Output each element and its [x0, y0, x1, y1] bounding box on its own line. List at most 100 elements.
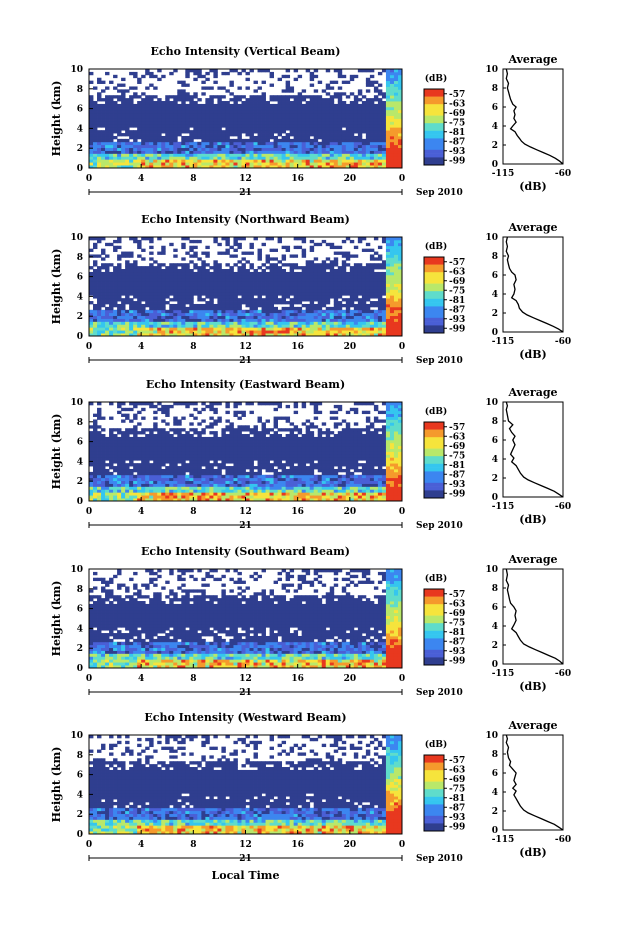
heatmap-cell [89, 103, 94, 108]
heatmap-cell [365, 242, 371, 247]
heatmap-cell [365, 101, 371, 105]
heatmap-cell [137, 133, 142, 137]
heatmap-cell [353, 271, 359, 276]
heatmap-cell [189, 118, 194, 122]
heatmap-cell [121, 118, 126, 122]
heatmap-cell [169, 324, 174, 328]
heatmap-cell [345, 327, 351, 331]
heatmap-cell [153, 156, 158, 160]
heatmap-cell [93, 431, 98, 435]
heatmap-cell [125, 138, 130, 143]
heatmap-cell [169, 492, 174, 496]
heatmap-cell [277, 147, 283, 151]
heatmap-cell [261, 127, 266, 131]
heatmap-cell [253, 289, 258, 293]
heatmap-cell [185, 457, 190, 461]
heatmap-cell [229, 280, 234, 284]
average-x-tick-label: -60 [555, 337, 571, 347]
heatmap-cell [385, 257, 391, 261]
heatmap-cell [393, 306, 399, 311]
heatmap-cell [305, 306, 311, 311]
heatmap-cell [117, 103, 122, 108]
colorbar-segment [424, 111, 444, 116]
heatmap-cell [97, 330, 102, 334]
heatmap-cell [205, 301, 210, 305]
heatmap-cell [201, 312, 206, 317]
heatmap-cell [385, 115, 391, 119]
heatmap-cell [129, 315, 134, 319]
heatmap-cell [149, 333, 154, 337]
heatmap-cell [181, 448, 186, 452]
heatmap-cell [193, 489, 198, 493]
heatmap-cell [353, 306, 359, 311]
heatmap-cell [125, 260, 130, 264]
heatmap-cell [349, 303, 355, 308]
heatmap-cell [309, 292, 315, 296]
heatmap-cell [113, 333, 118, 337]
heatmap-cell [165, 301, 170, 305]
heatmap-cell [201, 318, 206, 322]
heatmap-cell [181, 124, 186, 128]
heatmap-cell [281, 283, 287, 287]
heatmap-cell [193, 266, 198, 270]
heatmap-cell [281, 312, 287, 317]
heatmap-cell [265, 135, 270, 140]
heatmap-cell [109, 159, 114, 163]
heatmap-cell [117, 410, 122, 415]
heatmap-cell [141, 283, 146, 287]
heatmap-cell [261, 274, 266, 279]
heatmap-cell [317, 298, 323, 302]
heatmap-cell [153, 101, 158, 105]
heatmap-cell [97, 165, 102, 169]
heatmap-cell [193, 150, 198, 154]
heatmap-cell [337, 271, 343, 276]
heatmap-cell [233, 242, 238, 247]
heatmap-cell [197, 286, 202, 290]
heatmap-cell [213, 274, 218, 279]
heatmap-cell [149, 251, 154, 255]
heatmap-cell [213, 109, 218, 114]
heatmap-cell [357, 121, 363, 125]
heatmap-cell [265, 266, 270, 270]
heatmap-cell [321, 130, 327, 134]
heatmap-cell [169, 115, 174, 119]
heatmap-cell [217, 306, 222, 311]
heatmap-cell [337, 324, 343, 328]
heatmap-cell [397, 239, 403, 244]
heatmap-cell [113, 474, 118, 479]
heatmap-cell [389, 269, 395, 273]
heatmap-cell [125, 471, 130, 476]
heatmap-cell [381, 92, 387, 96]
heatmap-cell [345, 150, 351, 154]
heatmap-cell [397, 138, 403, 143]
heatmap-cell [121, 468, 126, 473]
heatmap-cell [293, 306, 299, 311]
heatmap-cell [365, 115, 371, 119]
heatmap-cell [189, 141, 194, 146]
heatmap-cell [385, 159, 391, 163]
heatmap-cell [157, 141, 162, 146]
heatmap-cell [397, 130, 403, 134]
heatmap-cell [281, 271, 287, 276]
heatmap-cell [193, 95, 198, 99]
heatmap-cell [373, 295, 379, 299]
heatmap-cell [313, 271, 319, 276]
heatmap-cell [253, 309, 258, 314]
average-y-tick-label: 2 [492, 141, 498, 151]
heatmap-cell [269, 298, 274, 302]
heatmap-cell [337, 112, 343, 116]
heatmap-cell [129, 483, 134, 487]
heatmap-cell [165, 121, 170, 125]
heatmap-cell [241, 271, 246, 276]
heatmap-cell [205, 289, 210, 293]
heatmap-cell [165, 269, 170, 273]
heatmap-cell [225, 312, 230, 317]
heatmap-cell [153, 283, 158, 287]
heatmap-cell [377, 280, 383, 284]
heatmap-cell [253, 124, 258, 128]
heatmap-cell [285, 165, 291, 169]
heatmap-cell [149, 327, 154, 331]
heatmap-cell [121, 324, 126, 328]
heatmap-cell [165, 95, 170, 99]
heatmap-cell [109, 471, 114, 476]
